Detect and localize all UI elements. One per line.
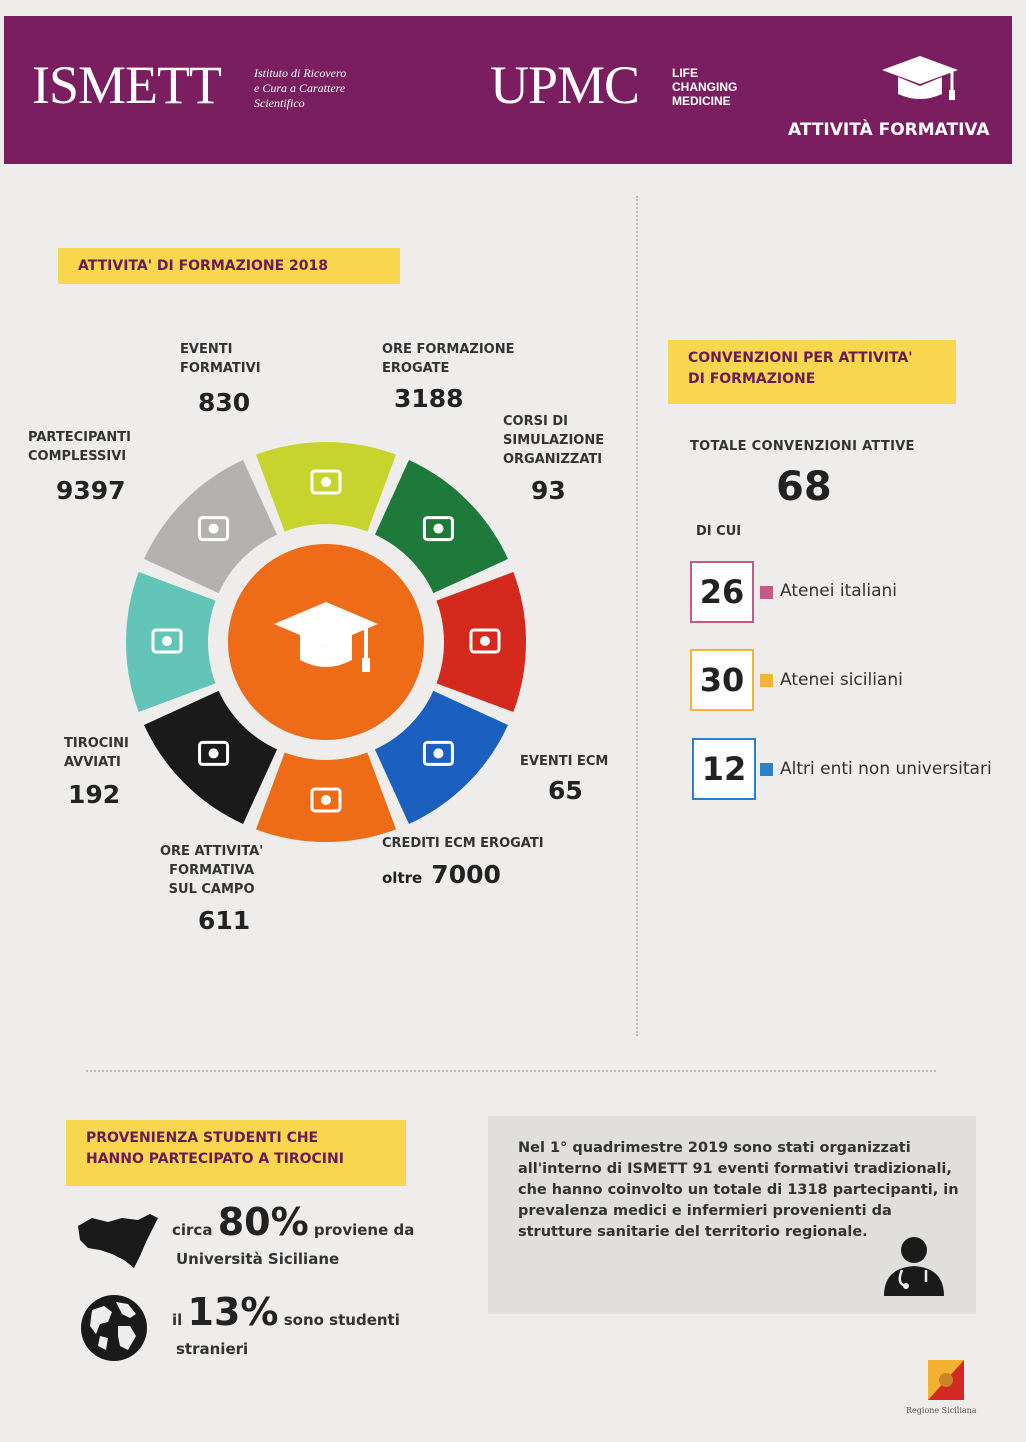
classroom-icon [151, 628, 183, 654]
info-text: Nel 1° quadrimestre 2019 sono stati orga… [518, 1140, 959, 1240]
value-corsi-simulazione: 93 [531, 476, 566, 505]
label-ore-formazione: ORE FORMAZIONE EROGATE [382, 342, 515, 376]
label-corsi-simulazione: CORSI DI SIMULAZIONE ORGANIZZATI [503, 414, 605, 467]
sicily-icon [78, 1214, 158, 1268]
wheel-segment-3 [374, 690, 508, 824]
tablet-icon [310, 787, 342, 813]
stat-sicily-line2: Università Siciliane [176, 1250, 340, 1268]
ismett-logo: ISMETT [32, 55, 222, 115]
stat-foreign-pct: 13% [187, 1290, 279, 1334]
value-eventi-ecm: 65 [548, 776, 583, 805]
activity-wheel [126, 442, 526, 842]
legend-square-atenei-siciliani [760, 674, 773, 687]
di-cui-label: DI CUI [696, 524, 742, 539]
convention-value-altri-enti: 12 [692, 738, 756, 800]
total-conventions-label: TOTALE CONVENZIONI ATTIVE [690, 439, 915, 454]
reader-icon [469, 628, 501, 654]
convention-label-atenei-siciliani: Atenei siciliani [780, 670, 903, 690]
book-icon [310, 469, 342, 495]
value-ore-formazione: 3188 [394, 384, 464, 413]
crediti-ecm-prefix: oltre [382, 869, 423, 887]
convention-value-atenei-siciliani: 30 [690, 649, 754, 711]
crediti-ecm-value-row: oltre 7000 [382, 860, 501, 889]
formazione-heading: ATTIVITA' DI FORMAZIONE 2018 [58, 248, 400, 284]
total-conventions-value: 68 [776, 464, 832, 510]
wheel-segment-5 [144, 690, 278, 824]
upmc-tagline: LIFE CHANGING MEDICINE [672, 66, 738, 108]
vertical-divider [636, 196, 638, 1036]
hospital-icon [198, 740, 230, 766]
stat-sicily-suffix: proviene da [313, 1221, 415, 1239]
graduation-cap-icon [274, 602, 378, 672]
value-eventi-formativi: 830 [198, 388, 251, 417]
label-eventi-ecm: EVENTI ECM [520, 754, 609, 769]
header-title: ATTIVITÀ FORMATIVA [788, 120, 990, 140]
convention-label-altri-enti: Altri enti non universitari [780, 759, 992, 779]
provenienza-heading: PROVENIENZA STUDENTI CHE HANNO PARTECIPA… [66, 1120, 406, 1186]
legend-square-atenei-italiani [760, 586, 773, 599]
teacher-screen-icon [422, 740, 454, 766]
label-crediti-ecm: CREDITI ECM EROGATI [382, 836, 544, 851]
stat-foreign-line2: stranieri [176, 1340, 249, 1358]
doctor-icon [884, 1237, 944, 1296]
convention-label-atenei-italiani: Atenei italiani [780, 581, 897, 601]
stat-sicily-row: circa 80% proviene da [172, 1200, 414, 1244]
people-icon [198, 516, 230, 542]
globe-icon [81, 1295, 147, 1361]
stat-foreign-row: il 13% sono studenti [172, 1290, 400, 1334]
label-partecipanti: PARTECIPANTI COMPLESSIVI [28, 430, 131, 464]
stat-sicily-prefix: circa [172, 1221, 213, 1239]
regione-siciliana-text: Regione Siciliana [906, 1406, 977, 1415]
convention-value-atenei-italiani: 26 [690, 561, 754, 623]
label-eventi-formativi: EVENTI FORMATIVI [180, 342, 261, 376]
header-banner: ISMETT Istituto di Ricovero e Cura a Car… [4, 16, 1012, 164]
upmc-logo: UPMC [490, 55, 640, 115]
label-tirocini: TIROCINI AVVIATI [64, 736, 129, 770]
stat-foreign-suffix: sono studenti [283, 1311, 400, 1329]
regione-siciliana-logo [928, 1360, 964, 1400]
convenzioni-heading: CONVENZIONI PER ATTIVITA' DI FORMAZIONE [668, 340, 956, 404]
label-ore-attivita-campo: ORE ATTIVITA' FORMATIVA SUL CAMPO [160, 844, 264, 897]
value-ore-attivita-campo: 611 [198, 906, 251, 935]
horizontal-divider [86, 1070, 936, 1072]
ismett-subtitle: Istituto di Ricovero e Cura a Carattere … [254, 66, 347, 110]
legend-square-altri-enti [760, 763, 773, 776]
stat-foreign-prefix: il [172, 1311, 183, 1329]
graduation-cap-icon [882, 56, 958, 100]
value-crediti-ecm: 7000 [431, 860, 501, 889]
clock-icon [422, 516, 454, 542]
value-tirocini: 192 [68, 780, 121, 809]
value-partecipanti: 9397 [56, 476, 126, 505]
stat-sicily-pct: 80% [217, 1200, 309, 1244]
